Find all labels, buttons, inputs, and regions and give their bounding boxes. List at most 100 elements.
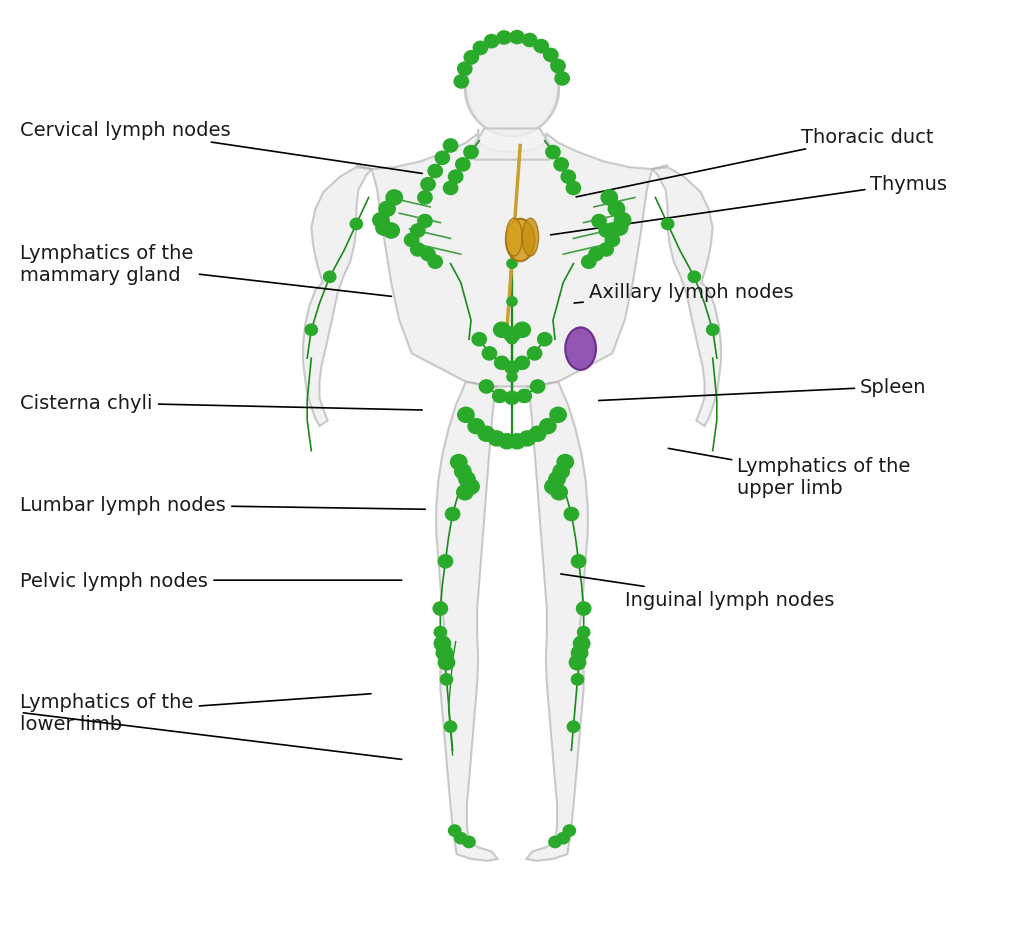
Text: Lymphatics of the
mammary gland: Lymphatics of the mammary gland [20,244,391,297]
Text: Inguinal lymph nodes: Inguinal lymph nodes [561,574,834,609]
Circle shape [445,508,460,521]
Circle shape [411,225,425,238]
Circle shape [605,234,620,247]
Circle shape [535,41,549,54]
Circle shape [561,171,575,184]
Circle shape [499,434,515,449]
Circle shape [505,362,519,375]
Ellipse shape [465,42,559,137]
Circle shape [564,508,579,521]
Circle shape [577,602,591,615]
Circle shape [434,627,446,638]
Ellipse shape [506,219,522,257]
Circle shape [455,464,471,480]
Text: Lymphatics of the
lower limb: Lymphatics of the lower limb [20,692,371,733]
Circle shape [567,721,580,733]
Circle shape [540,419,556,434]
Circle shape [599,244,613,257]
Ellipse shape [565,329,596,371]
Circle shape [455,76,469,89]
Circle shape [473,42,487,56]
Circle shape [458,408,474,423]
Circle shape [569,655,586,670]
Circle shape [444,721,457,733]
Circle shape [376,221,392,236]
Circle shape [421,178,435,192]
Circle shape [449,171,463,184]
Polygon shape [474,129,550,160]
Circle shape [443,140,458,153]
PathPatch shape [436,382,498,861]
Text: Cervical lymph nodes: Cervical lymph nodes [20,121,422,175]
Circle shape [428,165,442,178]
Circle shape [550,408,566,423]
Circle shape [457,485,473,500]
PathPatch shape [356,130,668,387]
Circle shape [599,225,613,238]
Circle shape [549,472,565,487]
Circle shape [418,215,432,228]
Circle shape [688,272,700,283]
Circle shape [434,636,451,651]
Circle shape [436,646,453,661]
Circle shape [463,480,479,495]
Circle shape [538,333,552,346]
Circle shape [455,833,467,844]
Circle shape [515,357,529,370]
Circle shape [566,182,581,195]
Circle shape [530,380,545,394]
Circle shape [563,825,575,836]
Circle shape [438,655,455,670]
Circle shape [546,146,560,160]
Circle shape [571,555,586,568]
PathPatch shape [526,382,588,861]
Circle shape [472,333,486,346]
Text: Thoracic duct: Thoracic duct [577,127,933,197]
Circle shape [459,472,475,487]
Circle shape [428,256,442,269]
Text: Lumbar lymph nodes: Lumbar lymph nodes [20,496,425,514]
Circle shape [592,215,606,228]
Circle shape [464,146,478,160]
Circle shape [478,427,495,442]
Circle shape [449,825,461,836]
Circle shape [504,328,520,343]
Circle shape [350,219,362,230]
Circle shape [707,325,719,336]
Circle shape [509,434,525,449]
Circle shape [494,323,510,338]
Circle shape [571,646,588,661]
Circle shape [479,380,494,394]
Circle shape [557,455,573,470]
Circle shape [495,357,509,370]
Circle shape [589,248,603,261]
Circle shape [514,323,530,338]
Circle shape [614,213,631,228]
Circle shape [505,392,519,405]
Circle shape [443,182,458,195]
Circle shape [527,347,542,361]
Circle shape [553,464,569,480]
Circle shape [544,49,558,62]
Circle shape [488,431,505,447]
Circle shape [464,52,478,65]
Circle shape [507,373,517,382]
Circle shape [507,260,517,269]
Circle shape [433,602,447,615]
Circle shape [373,213,389,228]
Circle shape [497,32,511,45]
Circle shape [482,347,497,361]
Circle shape [608,202,625,217]
Circle shape [545,480,561,495]
Circle shape [493,390,507,403]
Circle shape [458,63,472,76]
Circle shape [573,636,590,651]
Circle shape [554,159,568,172]
PathPatch shape [303,168,372,427]
Ellipse shape [506,220,535,262]
Circle shape [604,224,621,239]
Circle shape [510,31,524,44]
PathPatch shape [652,168,721,427]
Circle shape [468,419,484,434]
Circle shape [418,192,432,205]
